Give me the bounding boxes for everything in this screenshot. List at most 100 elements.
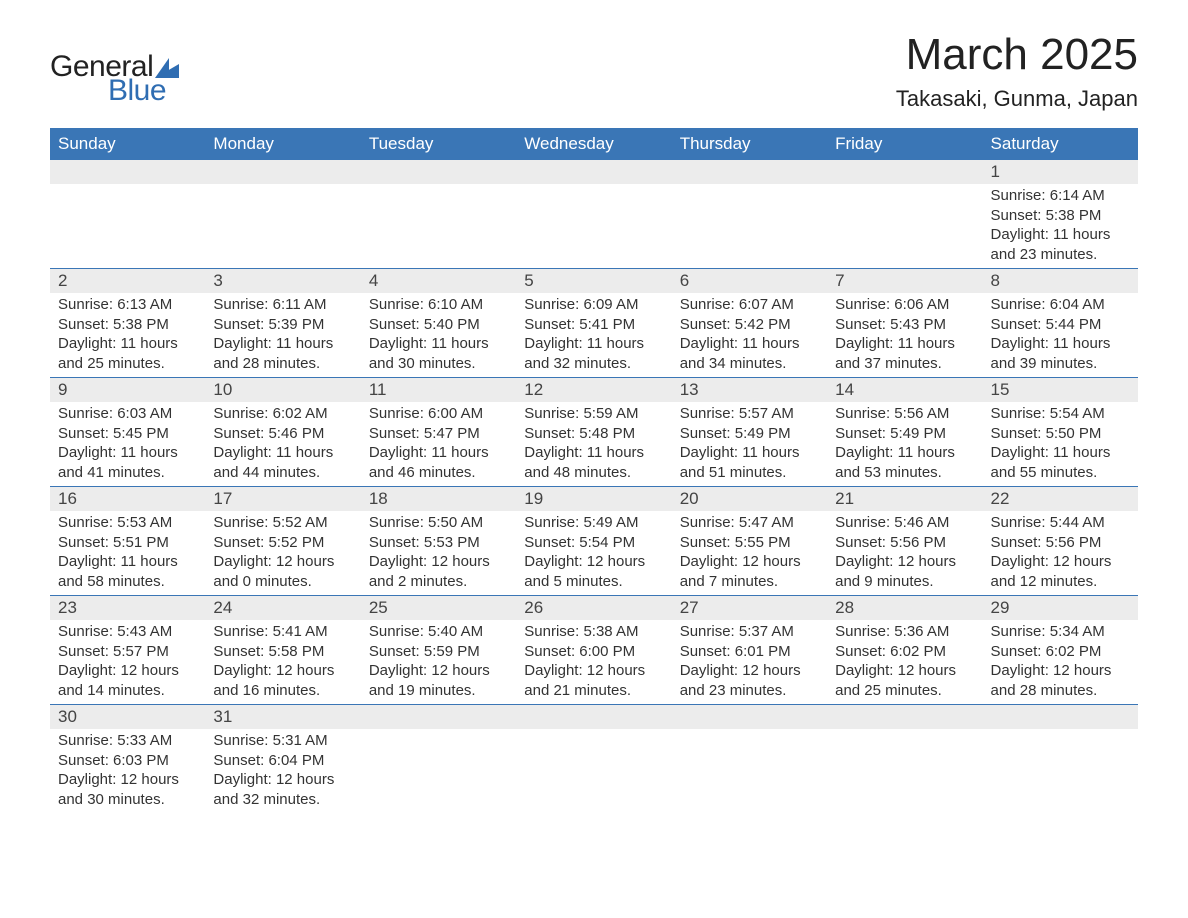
day-content: Sunrise: 6:13 AMSunset: 5:38 PMDaylight:…	[50, 293, 205, 377]
day-d2: and 41 minutes.	[58, 463, 197, 483]
day-d2: and 53 minutes.	[835, 463, 974, 483]
day-d2: and 25 minutes.	[58, 354, 197, 374]
week-content-row: Sunrise: 5:43 AMSunset: 5:57 PMDaylight:…	[50, 620, 1138, 705]
day-content: Sunrise: 5:59 AMSunset: 5:48 PMDaylight:…	[516, 402, 671, 486]
day-content-cell: Sunrise: 6:11 AMSunset: 5:39 PMDaylight:…	[205, 293, 360, 378]
day-content: Sunrise: 5:53 AMSunset: 5:51 PMDaylight:…	[50, 511, 205, 595]
day-ss: Sunset: 5:41 PM	[524, 315, 663, 335]
logo-text-blue: Blue	[108, 74, 166, 108]
day-number: 17	[205, 487, 360, 511]
day-number-cell: 28	[827, 596, 982, 621]
day-number-cell: 10	[205, 378, 360, 403]
day-number-cell: 4	[361, 269, 516, 294]
day-content-cell: Sunrise: 5:34 AMSunset: 6:02 PMDaylight:…	[983, 620, 1138, 705]
day-number-cell: 11	[361, 378, 516, 403]
day-sr: Sunrise: 5:40 AM	[369, 622, 508, 642]
day-content-cell: Sunrise: 6:13 AMSunset: 5:38 PMDaylight:…	[50, 293, 205, 378]
day-content-cell: Sunrise: 6:07 AMSunset: 5:42 PMDaylight:…	[672, 293, 827, 378]
day-content-cell: Sunrise: 5:37 AMSunset: 6:01 PMDaylight:…	[672, 620, 827, 705]
day-content: Sunrise: 6:04 AMSunset: 5:44 PMDaylight:…	[983, 293, 1138, 377]
day-content-cell: Sunrise: 5:49 AMSunset: 5:54 PMDaylight:…	[516, 511, 671, 596]
day-number: 6	[672, 269, 827, 293]
day-ss: Sunset: 6:03 PM	[58, 751, 197, 771]
day-number-cell: 1	[983, 160, 1138, 184]
day-content-cell: Sunrise: 6:02 AMSunset: 5:46 PMDaylight:…	[205, 402, 360, 487]
day-d2: and 14 minutes.	[58, 681, 197, 701]
day-sr: Sunrise: 5:36 AM	[835, 622, 974, 642]
day-d1: Daylight: 12 hours	[835, 661, 974, 681]
day-d2: and 51 minutes.	[680, 463, 819, 483]
day-number-cell	[361, 160, 516, 184]
day-header: Tuesday	[361, 128, 516, 160]
day-ss: Sunset: 5:39 PM	[213, 315, 352, 335]
day-d2: and 23 minutes.	[680, 681, 819, 701]
day-content-cell	[50, 184, 205, 269]
day-sr: Sunrise: 5:38 AM	[524, 622, 663, 642]
location-text: Takasaki, Gunma, Japan	[896, 86, 1138, 112]
day-content: Sunrise: 5:33 AMSunset: 6:03 PMDaylight:…	[50, 729, 205, 813]
day-content-cell	[672, 184, 827, 269]
day-content-cell: Sunrise: 5:36 AMSunset: 6:02 PMDaylight:…	[827, 620, 982, 705]
day-sr: Sunrise: 5:59 AM	[524, 404, 663, 424]
day-d2: and 9 minutes.	[835, 572, 974, 592]
month-title: March 2025	[896, 30, 1138, 80]
day-d1: Daylight: 11 hours	[835, 334, 974, 354]
day-ss: Sunset: 6:04 PM	[213, 751, 352, 771]
day-content-cell	[205, 184, 360, 269]
day-number-cell: 29	[983, 596, 1138, 621]
day-content-cell: Sunrise: 6:04 AMSunset: 5:44 PMDaylight:…	[983, 293, 1138, 378]
day-sr: Sunrise: 6:11 AM	[213, 295, 352, 315]
day-sr: Sunrise: 6:04 AM	[991, 295, 1130, 315]
day-content-cell: Sunrise: 6:09 AMSunset: 5:41 PMDaylight:…	[516, 293, 671, 378]
day-d2: and 30 minutes.	[58, 790, 197, 810]
day-content-cell: Sunrise: 5:46 AMSunset: 5:56 PMDaylight:…	[827, 511, 982, 596]
day-number: 3	[205, 269, 360, 293]
day-ss: Sunset: 5:56 PM	[835, 533, 974, 553]
week-content-row: Sunrise: 5:53 AMSunset: 5:51 PMDaylight:…	[50, 511, 1138, 596]
day-ss: Sunset: 5:54 PM	[524, 533, 663, 553]
day-content-cell: Sunrise: 5:38 AMSunset: 6:00 PMDaylight:…	[516, 620, 671, 705]
day-d1: Daylight: 11 hours	[680, 334, 819, 354]
day-content: Sunrise: 6:07 AMSunset: 5:42 PMDaylight:…	[672, 293, 827, 377]
day-number: 28	[827, 596, 982, 620]
day-number: 2	[50, 269, 205, 293]
week-number-row: 23242526272829	[50, 596, 1138, 621]
page-header: General Blue March 2025 Takasaki, Gunma,…	[50, 30, 1138, 112]
day-d2: and 25 minutes.	[835, 681, 974, 701]
day-content: Sunrise: 6:11 AMSunset: 5:39 PMDaylight:…	[205, 293, 360, 377]
day-sr: Sunrise: 6:13 AM	[58, 295, 197, 315]
day-content-cell: Sunrise: 6:14 AMSunset: 5:38 PMDaylight:…	[983, 184, 1138, 269]
day-content: Sunrise: 6:06 AMSunset: 5:43 PMDaylight:…	[827, 293, 982, 377]
day-number-cell	[205, 160, 360, 184]
day-ss: Sunset: 5:38 PM	[58, 315, 197, 335]
day-number-cell: 18	[361, 487, 516, 512]
day-sr: Sunrise: 6:02 AM	[213, 404, 352, 424]
day-number-cell	[516, 705, 671, 730]
day-content: Sunrise: 5:37 AMSunset: 6:01 PMDaylight:…	[672, 620, 827, 704]
day-content-cell: Sunrise: 5:47 AMSunset: 5:55 PMDaylight:…	[672, 511, 827, 596]
day-content-cell: Sunrise: 5:33 AMSunset: 6:03 PMDaylight:…	[50, 729, 205, 813]
day-content: Sunrise: 5:38 AMSunset: 6:00 PMDaylight:…	[516, 620, 671, 704]
day-ss: Sunset: 5:50 PM	[991, 424, 1130, 444]
day-content: Sunrise: 6:14 AMSunset: 5:38 PMDaylight:…	[983, 184, 1138, 268]
day-number-cell	[983, 705, 1138, 730]
day-header: Sunday	[50, 128, 205, 160]
day-d2: and 34 minutes.	[680, 354, 819, 374]
day-number-cell: 19	[516, 487, 671, 512]
day-number-cell	[361, 705, 516, 730]
day-d2: and 12 minutes.	[991, 572, 1130, 592]
day-number-cell: 25	[361, 596, 516, 621]
day-content: Sunrise: 5:47 AMSunset: 5:55 PMDaylight:…	[672, 511, 827, 595]
day-content-cell	[516, 184, 671, 269]
day-header: Monday	[205, 128, 360, 160]
day-header-row: Sunday Monday Tuesday Wednesday Thursday…	[50, 128, 1138, 160]
day-ss: Sunset: 6:00 PM	[524, 642, 663, 662]
day-d2: and 44 minutes.	[213, 463, 352, 483]
week-number-row: 16171819202122	[50, 487, 1138, 512]
day-number: 23	[50, 596, 205, 620]
day-content: Sunrise: 5:34 AMSunset: 6:02 PMDaylight:…	[983, 620, 1138, 704]
week-content-row: Sunrise: 5:33 AMSunset: 6:03 PMDaylight:…	[50, 729, 1138, 813]
day-d2: and 55 minutes.	[991, 463, 1130, 483]
day-number: 10	[205, 378, 360, 402]
day-d1: Daylight: 11 hours	[991, 334, 1130, 354]
